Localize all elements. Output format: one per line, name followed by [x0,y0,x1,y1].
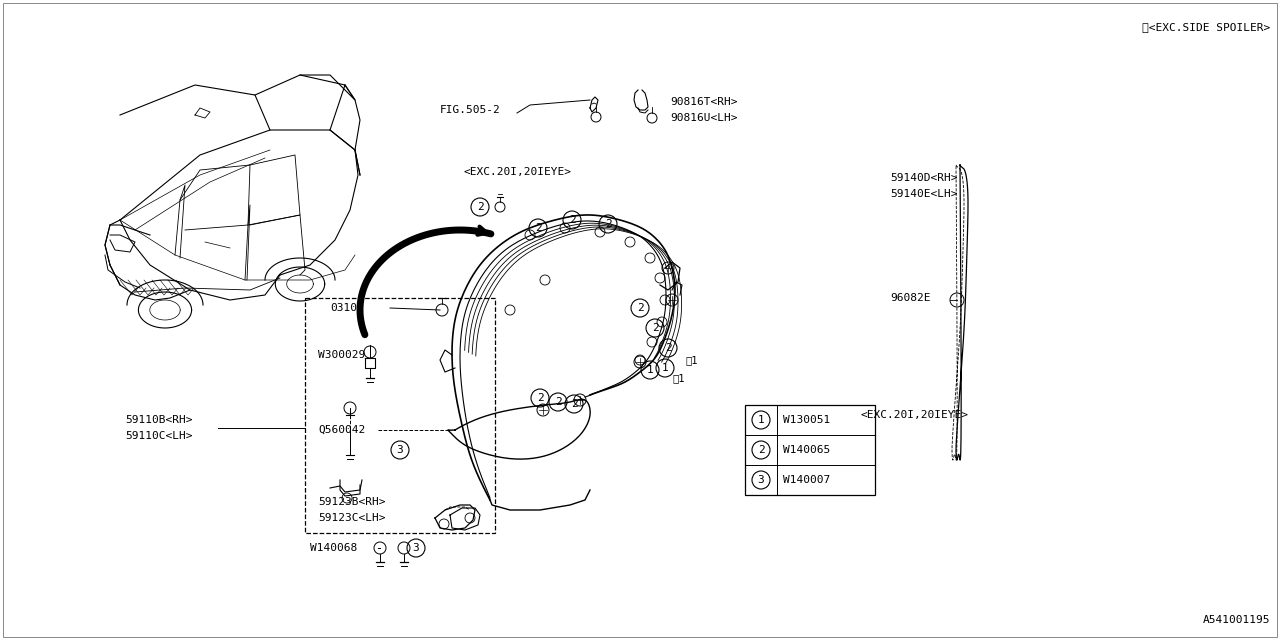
Text: 90816T<RH>: 90816T<RH> [669,97,737,107]
Text: 2: 2 [571,399,577,409]
Text: 2: 2 [536,393,544,403]
Text: A541001195: A541001195 [1202,615,1270,625]
Text: 90816U<LH>: 90816U<LH> [669,113,737,123]
Text: 2: 2 [604,219,612,229]
Text: 59140E<LH>: 59140E<LH> [890,189,957,199]
Text: W140068: W140068 [310,543,357,553]
Text: 1: 1 [646,365,653,375]
Text: 59140D<RH>: 59140D<RH> [890,173,957,183]
Text: 2: 2 [568,215,576,225]
Text: 59123C<LH>: 59123C<LH> [317,513,385,523]
Text: 2: 2 [476,202,484,212]
Bar [745,405,876,495]
Text: W130051: W130051 [783,415,831,425]
Text: 3: 3 [397,445,403,455]
Text: 59110B<RH>: 59110B<RH> [125,415,192,425]
Text: Q560042: Q560042 [317,425,365,435]
Text: 2: 2 [636,303,644,313]
Text: 2: 2 [554,397,562,407]
Text: W140007: W140007 [783,475,831,485]
Text: 59110C<LH>: 59110C<LH> [125,431,192,441]
Text: ※<EXC.SIDE SPOILER>: ※<EXC.SIDE SPOILER> [1142,22,1270,32]
Text: 2: 2 [758,445,764,455]
Text: 2: 2 [652,323,658,333]
Text: ※1: ※1 [672,373,685,383]
Bar [305,298,495,533]
Text: 59123B<RH>: 59123B<RH> [317,497,385,507]
Text: 1: 1 [758,415,764,425]
Text: <EXC.20I,20IEYE>: <EXC.20I,20IEYE> [463,167,571,177]
Text: <EXC.20I,20IEYE>: <EXC.20I,20IEYE> [860,410,968,420]
Text: W300029: W300029 [317,350,365,360]
Text: 1: 1 [662,363,668,373]
Text: 96082E: 96082E [890,293,931,303]
Text: 3: 3 [412,543,420,553]
Text: W140065: W140065 [783,445,831,455]
Text: FIG.505-2: FIG.505-2 [440,105,500,115]
Text: ※1: ※1 [685,355,698,365]
Text: 0310S: 0310S [330,303,364,313]
Text: 2: 2 [535,223,541,233]
Text: 2: 2 [664,343,672,353]
Text: 3: 3 [758,475,764,485]
